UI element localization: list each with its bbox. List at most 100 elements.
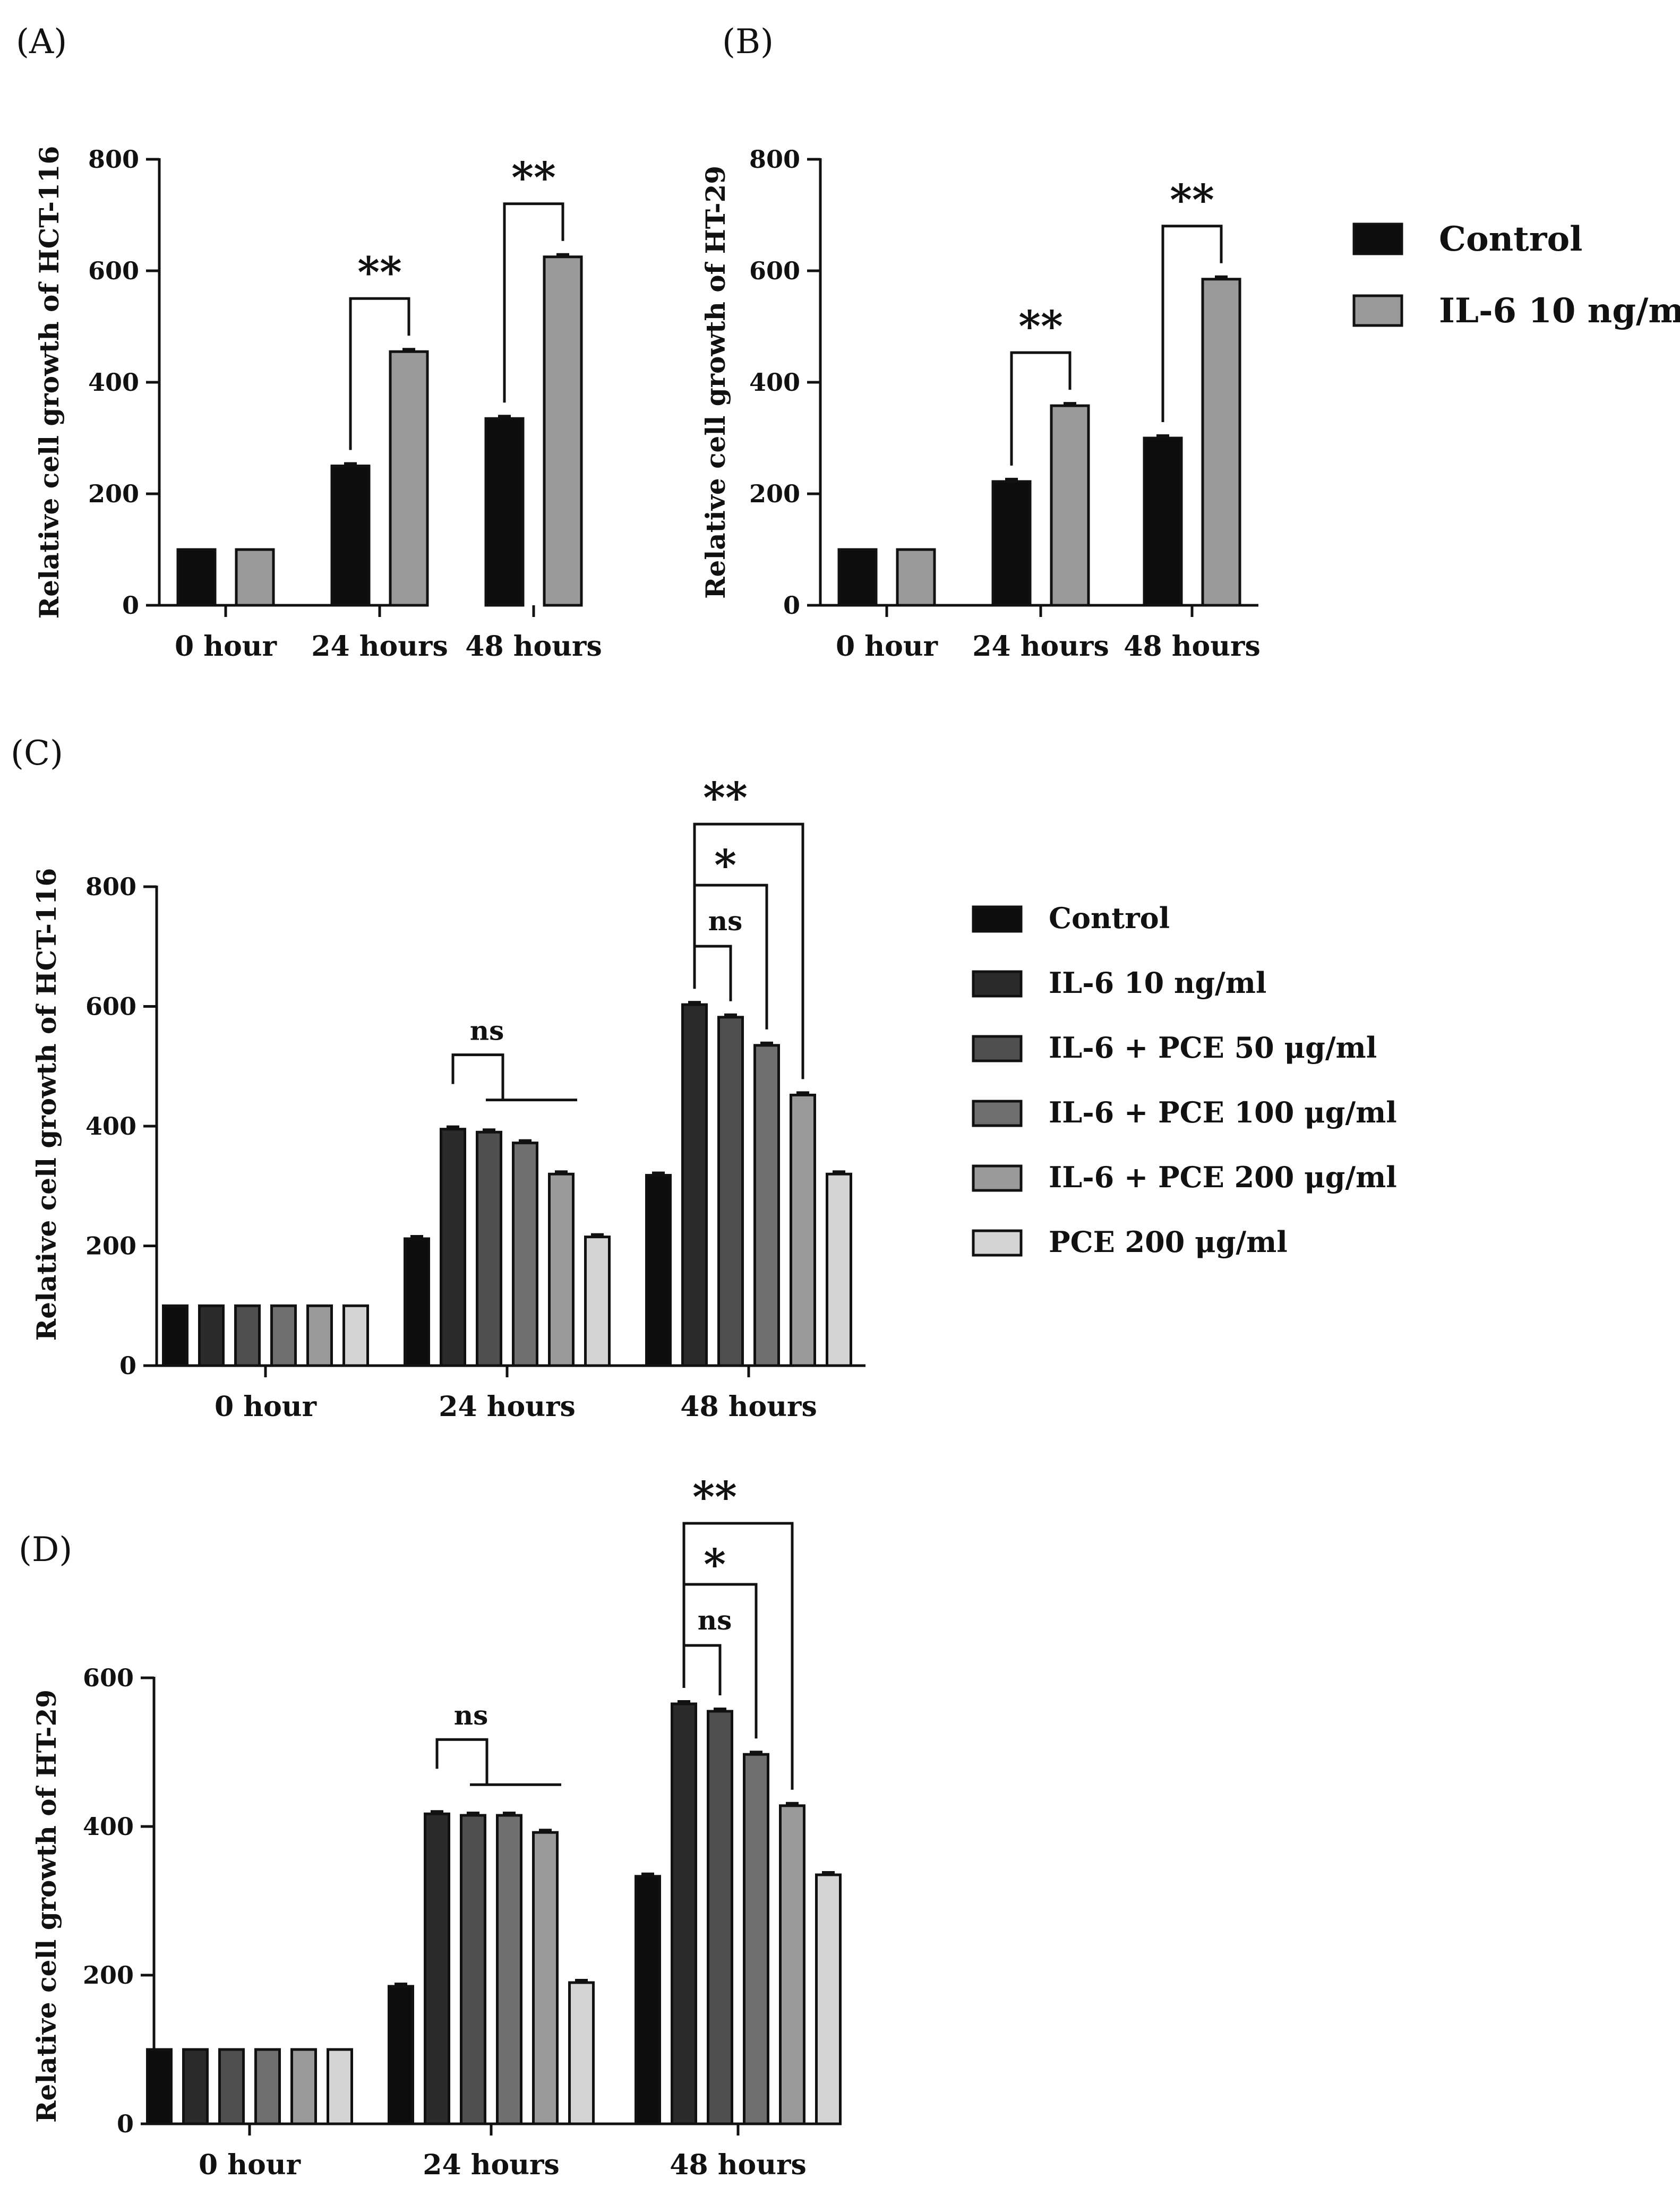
x-tick-label: 24 hours <box>972 630 1109 663</box>
bar-il-6-10-ng-ml-48-hours <box>681 1003 708 1367</box>
y-tick-label: 800 <box>85 872 136 901</box>
significance-label: * <box>714 840 736 890</box>
significance-bracket <box>1010 351 1072 466</box>
y-axis-label: Relative cell growth of HT-29 <box>31 1690 62 2123</box>
bar-il-6-10-ng-ml-0-hour <box>198 1304 225 1367</box>
y-tick-label: 800 <box>88 145 139 174</box>
bar-control-48-hours <box>645 1173 672 1367</box>
legend-cd: Control IL-6 10 ng/ml IL-6 + PCE 50 μg/ml I… <box>972 901 1397 1259</box>
significance-bracket <box>435 1738 488 1785</box>
legend-swatch <box>972 1229 1023 1257</box>
bar-il-6-10-ng-ml-0-hour <box>182 2048 209 2125</box>
significance-label: ns <box>698 1605 732 1636</box>
x-tick-label: 0 hour <box>215 1391 317 1423</box>
significance-label: ns <box>454 1700 488 1731</box>
bar-il-6-pce-200-g-ml-48-hours <box>790 1093 816 1367</box>
y-tick-label: 200 <box>85 1232 136 1260</box>
y-tick-label: 400 <box>749 368 800 397</box>
significance-label: ** <box>1170 175 1214 225</box>
significance-bracket <box>693 822 804 1079</box>
panel-label: (A) <box>16 22 67 62</box>
bar-pce-200-g-ml-0-hour <box>327 2048 353 2125</box>
legend-label: PCE 200 μg/ml <box>1049 1225 1288 1259</box>
bar-il-6-pce-100-g-ml-0-hour <box>254 2048 281 2125</box>
significance-label: ns <box>708 905 743 937</box>
legend-swatch <box>972 1100 1023 1127</box>
y-tick-label: 0 <box>119 1351 136 1380</box>
bar-il-6-10-ng-ml-0-hour <box>896 548 936 607</box>
bar-il-6-10-ng-ml-24-hours <box>424 1812 450 2125</box>
legend-swatch <box>972 1164 1023 1192</box>
significance-bracket <box>503 202 564 403</box>
y-axis-label: Relative cell growth of HCT-116 <box>31 868 62 1341</box>
panel-label: (D) <box>19 1530 72 1570</box>
significance-label: ns <box>470 1015 504 1047</box>
legend-ab: Control IL-6 10 ng/ml <box>1352 219 1680 331</box>
bar-il-6-pce-200-g-ml-24-hours <box>548 1172 575 1367</box>
y-tick-label: 600 <box>85 992 136 1021</box>
bar-pce-200-g-ml-48-hours <box>815 1873 842 2125</box>
bar-il-6-pce-50-g-ml-0-hour <box>234 1304 261 1367</box>
panel-label: (C) <box>11 734 63 773</box>
bar-il-6-pce-200-g-ml-48-hours <box>779 1804 805 2125</box>
bar-il-6-10-ng-ml-0-hour <box>235 548 275 607</box>
y-tick-label: 200 <box>88 479 139 508</box>
y-tick-label: 400 <box>88 368 139 397</box>
bar-control-0-hour <box>162 1304 188 1367</box>
legend-swatch <box>1352 222 1403 255</box>
bar-il-6-pce-50-g-ml-24-hours <box>460 1814 486 2125</box>
legend-swatch <box>972 1035 1023 1062</box>
bar-il-6-10-ng-ml-48-hours <box>671 1702 697 2125</box>
legend-swatch <box>1352 294 1403 327</box>
x-tick-label: 48 hours <box>1124 630 1260 663</box>
significance-bracket <box>1161 225 1223 422</box>
significance-label: ** <box>703 773 748 822</box>
significance-bracket <box>349 297 410 450</box>
chart-panel-a: (A) Relative cell growth of HCT-116 0 200 40… <box>16 22 602 663</box>
x-tick-label: 24 hours <box>423 2149 559 2181</box>
bar-control-0-hour <box>176 548 217 607</box>
bar-pce-200-g-ml-48-hours <box>826 1172 852 1367</box>
legend-label: IL-6 + PCE 200 μg/ml <box>1049 1160 1397 1194</box>
y-tick-label: 400 <box>83 1812 134 1841</box>
chart-panel-b: (B) Relative cell growth of HT-29 0 200 400 6… <box>700 22 1261 663</box>
bar-control-48-hours <box>484 417 525 607</box>
bar-il-6-10-ng-ml-24-hours <box>440 1128 466 1367</box>
y-tick-label: 0 <box>122 591 139 620</box>
y-tick-label: 600 <box>88 256 139 285</box>
legend-swatch <box>972 970 1023 998</box>
y-tick-label: 0 <box>783 591 800 620</box>
bar-il-6-10-ng-ml-24-hours <box>389 350 429 607</box>
panel-label: (B) <box>722 22 774 62</box>
legend-label: IL-6 + PCE 100 μg/ml <box>1049 1095 1397 1129</box>
significance-bracket <box>682 1522 794 1790</box>
legend-label: IL-6 10 ng/ml <box>1049 966 1266 1000</box>
legend-label: Control <box>1049 901 1170 935</box>
bar-il-6-pce-50-g-ml-0-hour <box>218 2048 245 2125</box>
legend-label: IL-6 + PCE 50 μg/ml <box>1049 1031 1377 1065</box>
bar-il-6-pce-200-g-ml-0-hour <box>290 2048 317 2125</box>
bar-il-6-pce-50-g-ml-48-hours <box>707 1710 733 2125</box>
significance-label: * <box>704 1539 726 1589</box>
x-tick-label: 48 hours <box>670 2149 806 2181</box>
bar-il-6-pce-100-g-ml-48-hours <box>753 1044 780 1367</box>
bar-il-6-pce-100-g-ml-48-hours <box>743 1753 769 2125</box>
bar-il-6-10-ng-ml-24-hours <box>1050 404 1090 607</box>
legend-label: Control <box>1439 219 1582 259</box>
y-axis-label: Relative cell growth of HT-29 <box>700 166 731 599</box>
legend-swatch <box>972 905 1023 933</box>
y-tick-label: 200 <box>749 479 800 508</box>
bar-control-24-hours <box>404 1237 430 1367</box>
bar-il-6-pce-100-g-ml-0-hour <box>270 1304 297 1367</box>
bar-il-6-pce-200-g-ml-24-hours <box>532 1831 559 2125</box>
chart-panel-c: (C) Relative cell growth of HCT-116 0 200 40… <box>11 734 865 1423</box>
bar-il-6-pce-50-g-ml-24-hours <box>476 1130 502 1367</box>
y-tick-label: 800 <box>749 145 800 174</box>
x-tick-label: 24 hours <box>439 1391 575 1423</box>
bar-control-48-hours <box>635 1875 661 2125</box>
y-axis-label: Relative cell growth of HCT-116 <box>33 146 65 619</box>
bar-il-6-pce-100-g-ml-24-hours <box>496 1814 522 2125</box>
y-tick-label: 600 <box>749 256 800 285</box>
bar-pce-200-g-ml-24-hours <box>584 1236 611 1367</box>
